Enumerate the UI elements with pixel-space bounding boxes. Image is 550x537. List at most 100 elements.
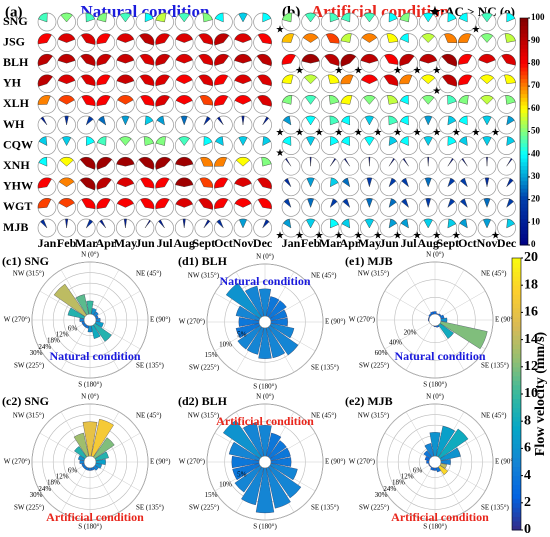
- glyph-sector: [302, 33, 319, 43]
- colorbar-step: [520, 195, 528, 201]
- colorbar-step: [512, 398, 521, 404]
- glyph-sector: [388, 218, 397, 229]
- colorbar-tick-label: 20: [524, 250, 538, 265]
- glyph-sector: [384, 54, 399, 65]
- rose-tick-label: 20%: [404, 329, 417, 337]
- glyph-sector: [399, 54, 415, 67]
- colorbar-step: [512, 520, 521, 526]
- colorbar-step: [512, 389, 521, 395]
- glyph-sector: [96, 54, 112, 66]
- row-label: YHW: [3, 179, 33, 193]
- glyph-sector: [340, 54, 357, 67]
- glyph-sector: [96, 177, 112, 190]
- direction-label: NE (45°): [136, 412, 162, 420]
- glyph-sector: [281, 74, 294, 85]
- row-label: WGT: [3, 199, 32, 213]
- glyph-sector: [506, 198, 514, 208]
- glyph-sector: [388, 136, 398, 146]
- colorbar-step: [520, 150, 528, 155]
- glyph-sector: [441, 54, 457, 67]
- glyph-sector: [175, 33, 193, 43]
- star: ★: [295, 230, 304, 241]
- glyph-sector: [458, 33, 472, 43]
- glyph-sector: [301, 53, 320, 64]
- rose-condition: Artificial condition: [46, 510, 144, 524]
- rose-spoke: [405, 319, 436, 371]
- glyph-sector: [458, 12, 468, 23]
- glyph-sector: [421, 74, 436, 85]
- rose-condition: Artificial condition: [391, 510, 489, 524]
- glyph-sector: [460, 177, 468, 188]
- glyph-sector: [257, 33, 272, 45]
- column-label: May: [358, 236, 381, 250]
- colorbar-step: [512, 371, 521, 377]
- rose-tick-label: 30%: [375, 491, 388, 499]
- glyph-sector: [79, 177, 96, 191]
- colorbar-label: Flow velocity (mm/s): [533, 331, 548, 456]
- rose-spoke: [39, 319, 91, 350]
- direction-label: W (270°): [349, 316, 376, 324]
- glyph-sector: [57, 74, 76, 85]
- glyph-sector: [360, 54, 379, 64]
- star: ★: [393, 127, 402, 138]
- direction-label: N (0°): [256, 393, 274, 401]
- glyph-sector: [421, 33, 435, 43]
- rose-tick-label: 12%: [401, 473, 414, 481]
- colorbar-step: [520, 89, 528, 95]
- rose-spoke: [434, 269, 465, 321]
- glyph-sector: [386, 33, 399, 43]
- colorbar-step: [520, 74, 528, 80]
- glyph-sector: [214, 157, 228, 167]
- colorbar-step: [512, 448, 521, 454]
- colorbar-step: [520, 48, 528, 53]
- glyph-sector: [447, 115, 457, 126]
- glyph-sector: [37, 198, 52, 209]
- glyph-sector: [283, 115, 292, 126]
- glyph-sector: [37, 177, 52, 189]
- star: ★: [354, 230, 363, 241]
- column-label: Feb: [301, 236, 321, 250]
- glyph-sector: [60, 12, 73, 23]
- glyph-sector: [360, 74, 378, 85]
- glyph-sector: [178, 12, 190, 23]
- colorbar-step: [512, 462, 521, 468]
- colorbar-tick-label: 18: [524, 277, 538, 292]
- colorbar-step: [512, 262, 521, 268]
- rose-tick-label: 24%: [383, 485, 396, 493]
- glyph-sector: [214, 33, 230, 46]
- direction-label: N (0°): [256, 253, 274, 261]
- column-label: Dec: [253, 236, 273, 250]
- glyph-sector: [447, 158, 454, 167]
- colorbar-step: [512, 507, 521, 513]
- glyph-sector: [85, 136, 95, 146]
- colorbar-step: [520, 207, 528, 212]
- rose-tick-label: 6%: [68, 467, 78, 475]
- column-label: Jan: [38, 236, 57, 250]
- rose-tick-label: 40%: [389, 339, 402, 347]
- direction-label: W (270°): [4, 316, 31, 324]
- colorbar-tick-label: 14: [524, 332, 538, 347]
- direction-label: E (90°): [495, 316, 516, 324]
- colorbar-step: [512, 335, 521, 341]
- colorbar-step: [520, 97, 528, 102]
- glyph-sector: [427, 156, 430, 167]
- row-label: WH: [3, 117, 25, 131]
- rose-spoke: [405, 269, 436, 321]
- star: ★: [452, 127, 461, 138]
- colorbar-step: [520, 127, 528, 132]
- glyph-sector: [401, 177, 410, 188]
- colorbar-step: [512, 403, 521, 409]
- column-label: Sept: [436, 236, 459, 250]
- glyph-sector: [139, 74, 155, 87]
- glyph-sector: [484, 177, 490, 187]
- glyph-sector: [199, 95, 213, 106]
- glyph-sector: [217, 116, 224, 126]
- direction-label: N (0°): [426, 393, 444, 401]
- glyph-sector: [309, 156, 312, 167]
- glyph-sector: [214, 95, 229, 107]
- glyph-sector: [444, 33, 457, 43]
- colorbar-step: [512, 348, 521, 354]
- colorbar-step: [512, 511, 521, 517]
- glyph-sector: [506, 218, 515, 229]
- glyph-sector: [329, 95, 340, 105]
